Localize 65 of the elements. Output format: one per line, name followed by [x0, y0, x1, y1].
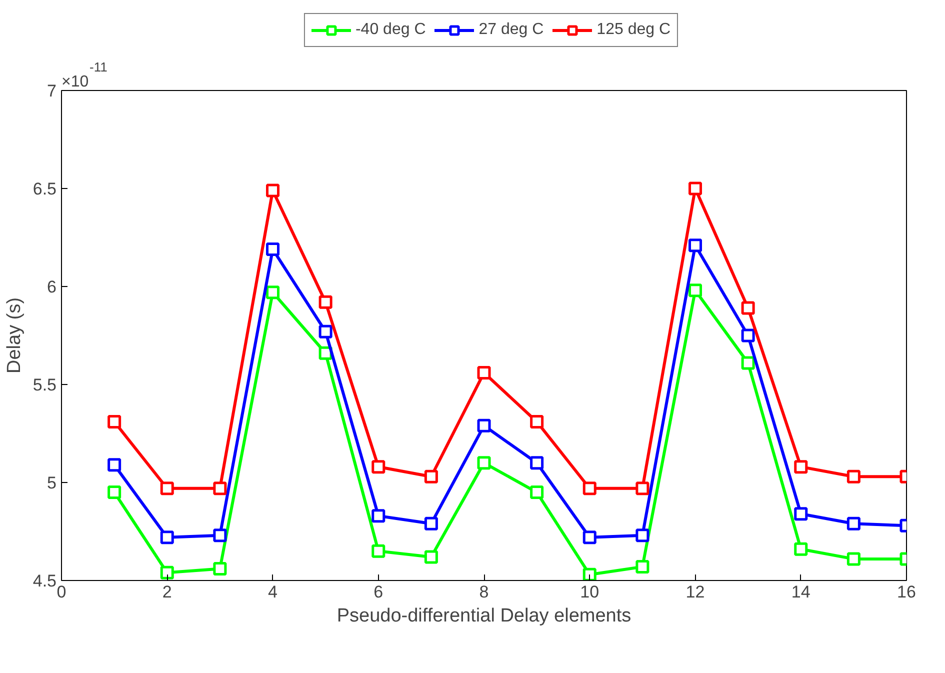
- y-tick-label: 6: [47, 278, 57, 296]
- point: [741, 356, 755, 370]
- point: [741, 328, 755, 342]
- point: [160, 482, 174, 496]
- x-tick-label: 0: [56, 582, 66, 602]
- point: [266, 184, 280, 198]
- point: [846, 470, 860, 484]
- x-tick-label: 6: [374, 582, 384, 602]
- point: [477, 418, 491, 432]
- x-tick-label: 16: [897, 582, 916, 602]
- point: [318, 324, 332, 338]
- point: [424, 470, 438, 484]
- legend-label: 125 deg C: [596, 21, 671, 39]
- point: [530, 486, 544, 500]
- point: [213, 482, 227, 496]
- point: [688, 238, 702, 252]
- point: [160, 530, 174, 544]
- point: [688, 182, 702, 196]
- x-tick-label: 4: [268, 582, 278, 602]
- point: [160, 566, 174, 580]
- point: [108, 414, 122, 428]
- point: [846, 552, 860, 566]
- point: [636, 528, 650, 542]
- x-tick-label: 14: [791, 582, 810, 602]
- y-tick-label: 5: [47, 474, 57, 492]
- point: [424, 516, 438, 530]
- point: [372, 460, 386, 474]
- x-tick-label: 10: [580, 582, 600, 602]
- point: [582, 530, 596, 544]
- y-tick-label: 5.5: [32, 376, 57, 394]
- point: [213, 528, 227, 542]
- point: [266, 286, 280, 300]
- point: [582, 568, 596, 580]
- annotation: ×10-11: [62, 60, 108, 90]
- y-axis-title: Delay (s): [4, 297, 25, 374]
- point: [530, 414, 544, 428]
- y-tick-label: 7: [47, 82, 57, 100]
- point: [213, 562, 227, 576]
- x-tick-label: 12: [686, 582, 705, 602]
- point: [372, 509, 386, 523]
- y-tick-label: 4.5: [32, 572, 57, 590]
- legend-label: 27 deg C: [478, 21, 544, 39]
- point: [741, 301, 755, 315]
- point: [794, 542, 808, 556]
- point: [477, 366, 491, 380]
- point: [266, 242, 280, 256]
- point: [477, 456, 491, 470]
- x-tick-label: 2: [162, 582, 172, 602]
- legend-label: -40 deg C: [355, 21, 426, 39]
- point: [318, 295, 332, 309]
- point: [688, 284, 702, 298]
- point: [846, 516, 860, 530]
- point: [108, 486, 122, 500]
- point: [794, 460, 808, 474]
- point: [794, 507, 808, 521]
- point: [636, 482, 650, 496]
- point: [582, 482, 596, 496]
- point: [108, 458, 122, 472]
- x-tick-label: 8: [479, 582, 489, 602]
- x-axis-title: Pseudo-differential Delay elements: [336, 606, 632, 626]
- point: [636, 560, 650, 574]
- point: [530, 456, 544, 470]
- point: [424, 550, 438, 564]
- y-tick-label: 6.5: [32, 180, 57, 198]
- point: [372, 544, 386, 558]
